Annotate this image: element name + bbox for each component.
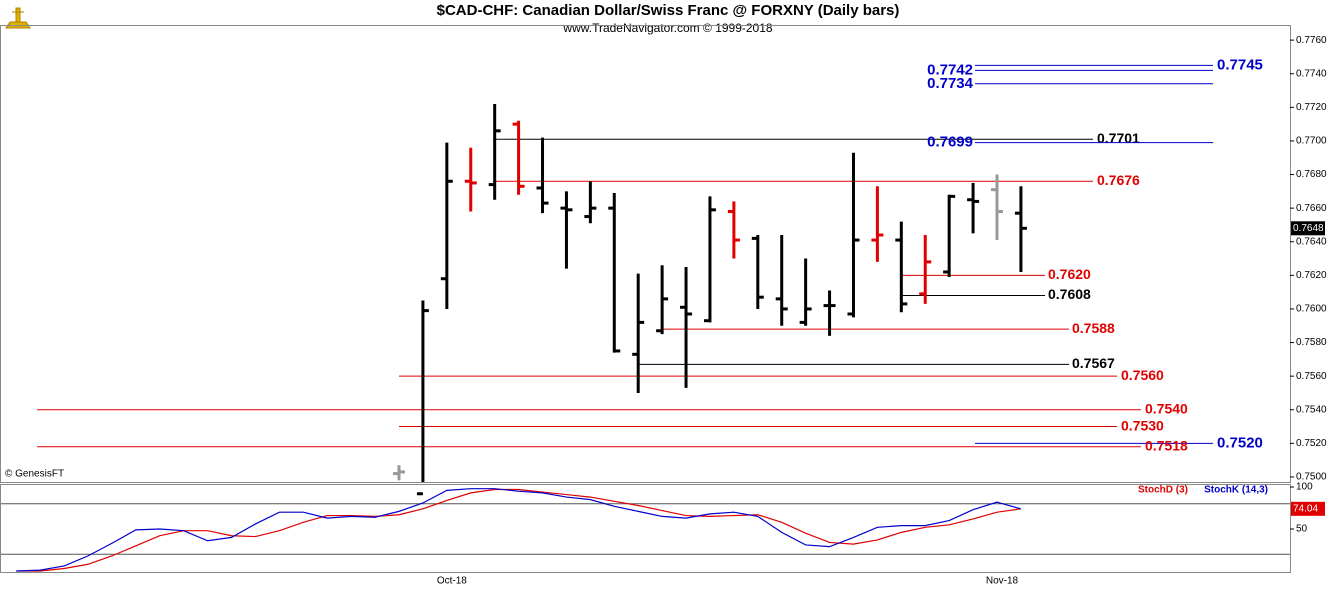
level-label: 0.7560 (1121, 367, 1164, 383)
y-tick-label: 0.7500 (1296, 472, 1327, 483)
last-price: 0.7648 (1293, 223, 1324, 234)
y-tick-label: 0.7580 (1296, 337, 1327, 348)
level-label: 0.7676 (1097, 172, 1140, 188)
stoch-last: 74.04 (1293, 503, 1318, 514)
y-tick-label: 0.7720 (1296, 102, 1327, 113)
y-tick-label: 0.7700 (1296, 136, 1327, 147)
level-label: 0.7520 (1217, 434, 1263, 451)
level-label: 0.7530 (1121, 417, 1164, 433)
level-label: 0.7745 (1217, 56, 1263, 73)
y-tick-label: 0.7600 (1296, 304, 1327, 315)
stoch-tick-label: 50 (1296, 524, 1308, 535)
level-label: 0.7742 (927, 61, 973, 78)
level-label: 0.7701 (1097, 130, 1140, 146)
subtitle: www.TradeNavigator.com © 1999-2018 (562, 21, 772, 35)
stoch-line (16, 488, 1022, 572)
level-label: 0.7567 (1072, 355, 1115, 371)
legend-entry: StochD (3) (1138, 485, 1188, 496)
level-label: 0.7620 (1048, 266, 1091, 282)
logo (5, 7, 31, 29)
y-tick-label: 0.7520 (1296, 438, 1327, 449)
y-tick-label: 0.7640 (1296, 236, 1327, 247)
x-tick-label: Nov-18 (986, 576, 1019, 587)
last-price-box (1291, 221, 1325, 236)
legend-entry: StochK (14,3) (1204, 485, 1268, 496)
y-tick-label: 0.7760 (1296, 35, 1327, 46)
level-label: 0.7540 (1145, 400, 1188, 416)
y-tick-label: 0.7540 (1296, 404, 1327, 415)
stoch-tick-label: 100 (1296, 482, 1313, 493)
y-tick-label: 0.7620 (1296, 270, 1327, 281)
stoch-last-box (1291, 501, 1325, 516)
level-label: 0.7734 (927, 75, 974, 92)
level-label: 0.7518 (1145, 437, 1188, 453)
x-tick-label: Oct-18 (437, 576, 467, 587)
price-panel (0, 25, 1291, 483)
stoch-panel (0, 484, 1291, 573)
level-label: 0.7588 (1072, 320, 1115, 336)
copyright: © GenesisFT (5, 469, 64, 480)
y-tick-label: 0.7560 (1296, 371, 1327, 382)
level-label: 0.7608 (1048, 286, 1091, 302)
y-tick-label: 0.7740 (1296, 68, 1327, 79)
y-tick-label: 0.7680 (1296, 169, 1327, 180)
y-tick-label: 0.7660 (1296, 203, 1327, 214)
chart-title: $CAD-CHF: Canadian Dollar/Swiss Franc @ … (437, 2, 900, 19)
level-label: 0.7699 (927, 134, 973, 151)
